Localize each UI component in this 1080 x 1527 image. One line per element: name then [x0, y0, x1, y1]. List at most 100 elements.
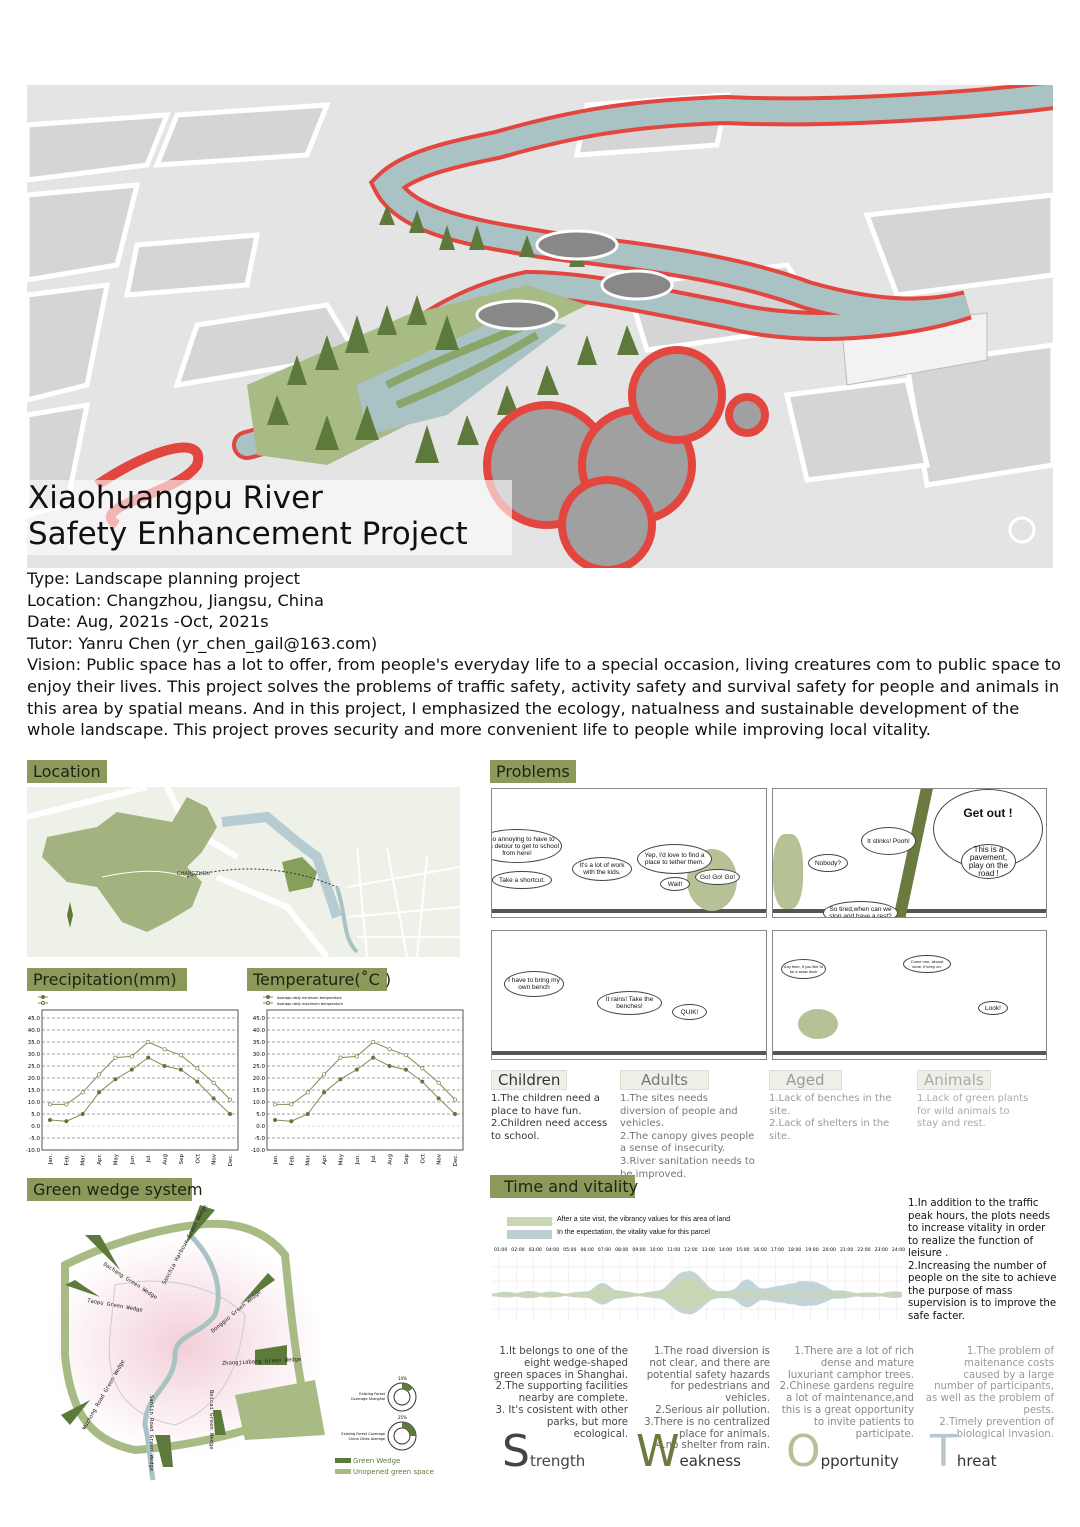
info-icon	[1008, 516, 1036, 544]
data-point	[64, 1102, 69, 1107]
data-point	[371, 1039, 376, 1044]
comic-panel-2: Nobody? It stinks! Pooh! Get out ! This …	[772, 788, 1047, 918]
location-map: CHANGZHOU	[27, 787, 460, 957]
title-line-2: Safety Enhancement Project	[28, 516, 468, 552]
x-tick-label: Dec.	[453, 1154, 459, 1167]
north-arrow-icon	[67, 902, 73, 928]
svg-text:China Cities Average: China Cities Average	[349, 1437, 385, 1441]
svg-text:25%: 25%	[398, 1415, 407, 1420]
tree-icons	[267, 205, 639, 463]
wedge-label: Beicai Green Wedge	[208, 1390, 214, 1450]
data-point	[195, 1066, 200, 1071]
time-tick-label: 23:00	[875, 1247, 888, 1253]
swot-strength-heading: Strength	[502, 1426, 586, 1477]
legend-green-wedge: Green Wedge	[353, 1457, 400, 1465]
data-point	[436, 1096, 441, 1101]
location-marker-label: CHANGZHOU	[177, 871, 210, 877]
info-tutor: Tutor: Yanru Chen (yr_chen_gail@163.com)	[27, 633, 378, 653]
project-title: Xiaohuangpu River Safety Enhancement Pro…	[27, 480, 512, 555]
time-tick-label: 03:00	[529, 1247, 542, 1253]
data-point	[129, 1067, 134, 1072]
data-point	[420, 1079, 425, 1084]
data-point	[195, 1079, 200, 1084]
y-tick-label: 45.0	[253, 1016, 266, 1022]
x-tick-label: Dec.	[228, 1154, 234, 1167]
section-label-precipitation: Precipitation(mm)	[27, 968, 187, 991]
y-tick-label: 15.0	[28, 1088, 41, 1094]
data-point	[80, 1112, 85, 1117]
y-tick-label: 0.0	[256, 1124, 265, 1130]
group-adults: Adults 1.The sites needs diversion of peo…	[620, 1070, 755, 1180]
time-tick-label: 05:00	[563, 1247, 576, 1253]
x-tick-label: Jul.	[371, 1154, 377, 1164]
x-tick-label: Oct	[420, 1153, 426, 1163]
section-label-temperature: Temperature(˚C )	[247, 968, 391, 991]
data-point	[162, 1064, 167, 1069]
time-tick-label: 11:00	[667, 1247, 680, 1253]
visit-vibrancy-area	[492, 1276, 902, 1310]
time-tick-label: 18:00	[788, 1247, 801, 1253]
green-wedge-shapes	[61, 1205, 287, 1467]
time-tick-label: 01:00	[494, 1247, 507, 1253]
time-tick-label: 13:00	[702, 1247, 715, 1253]
plot-frame	[41, 1009, 239, 1151]
forest-donut-shanghai: 14% Existing Forest Coverage Shanghai	[351, 1376, 417, 1412]
legend-unopened-green: Unopened green space	[353, 1468, 434, 1476]
swot-opportunity-text: 1.There are a lot of rich dense and matu…	[779, 1346, 914, 1440]
go-go-go-bubble: Go! Go! Go!	[695, 869, 740, 885]
project-info: Type: Landscape planning project Locatio…	[27, 568, 1067, 741]
swot-weakness-heading: Weakness	[636, 1426, 741, 1477]
data-point	[64, 1119, 69, 1124]
time-tick-label: 09:00	[632, 1247, 645, 1253]
y-tick-label: 30.0	[28, 1052, 41, 1058]
y-tick-label: 30.0	[253, 1052, 266, 1058]
swot-threat-heading: Threat	[930, 1426, 997, 1477]
time-tick-label: 19:00	[805, 1247, 818, 1253]
data-point	[289, 1119, 294, 1124]
data-point	[146, 1039, 151, 1044]
data-point	[322, 1072, 327, 1077]
info-vision: Vision: Public space has a lot to offer,…	[27, 655, 1062, 740]
series-line-0	[274, 1057, 456, 1122]
data-point	[322, 1090, 327, 1095]
y-tick-label: 15.0	[253, 1088, 266, 1094]
info-location: Location: Changzhou, Jiangsu, China	[27, 590, 324, 610]
data-point	[97, 1090, 102, 1095]
y-tick-label: 35.0	[28, 1040, 41, 1046]
time-tick-label: 21:00	[840, 1247, 853, 1253]
info-type: Type: Landscape planning project	[27, 569, 301, 588]
legend-label: Average daily maximum temperature	[277, 1002, 343, 1006]
section-label-location: Location	[27, 760, 107, 783]
y-tick-label: 5.0	[31, 1112, 40, 1118]
svg-text:Existing Forest Coverage: Existing Forest Coverage	[341, 1432, 385, 1436]
time-tick-label: 15:00	[736, 1247, 749, 1253]
temperature-chart: 45.0 40.0 35.0 30.0 25.0 20.0 15.0 10.0 5.0 0.0 -5…	[251, 995, 464, 1167]
group-animals: Animals 1.Lack of green plants for wild a…	[917, 1070, 1029, 1130]
y-tick-label: -5.0	[254, 1136, 265, 1142]
data-point	[146, 1055, 151, 1060]
x-tick-label: Apr.	[97, 1154, 103, 1165]
time-tick-label: 22:00	[857, 1247, 870, 1253]
data-point	[113, 1055, 118, 1060]
data-point	[453, 1097, 458, 1102]
data-point	[371, 1055, 376, 1060]
data-point	[305, 1090, 310, 1095]
data-point	[272, 1102, 277, 1107]
data-point	[211, 1080, 216, 1085]
legend-marker	[266, 1001, 270, 1005]
data-point	[453, 1112, 458, 1117]
data-point	[47, 1118, 52, 1123]
group-children: Children 1.The children need a place to h…	[491, 1070, 608, 1142]
data-point	[97, 1072, 102, 1077]
time-tick-label: 17:00	[771, 1247, 784, 1253]
series-line-1	[50, 1041, 231, 1105]
time-tick-label: 12:00	[684, 1247, 697, 1253]
y-tick-label: 20.0	[28, 1076, 41, 1082]
y-tick-label: 0.0	[31, 1124, 40, 1130]
comic-panel-3: I have to bring my own bench It rains! T…	[491, 930, 767, 1060]
data-point	[178, 1053, 183, 1058]
data-point	[403, 1067, 408, 1072]
forest-donut-china: 25% Existing Forest Coverage China Citie…	[341, 1415, 417, 1451]
x-tick-label: Jun.	[130, 1154, 136, 1166]
info-date: Date: Aug, 2021s -Oct, 2021s	[27, 612, 269, 632]
